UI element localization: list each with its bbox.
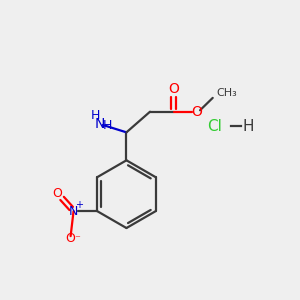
Text: O: O [168,82,179,96]
Text: O: O [66,232,76,245]
Text: N: N [69,205,78,218]
Text: +: + [75,200,83,210]
Text: H: H [91,109,100,122]
Text: O: O [191,105,202,119]
Text: H: H [103,119,112,132]
Text: N: N [94,117,104,131]
Text: O: O [52,187,62,200]
Text: ⁻: ⁻ [74,235,80,245]
Text: Cl: Cl [207,119,222,134]
Text: H: H [243,119,254,134]
Text: CH₃: CH₃ [217,88,238,98]
